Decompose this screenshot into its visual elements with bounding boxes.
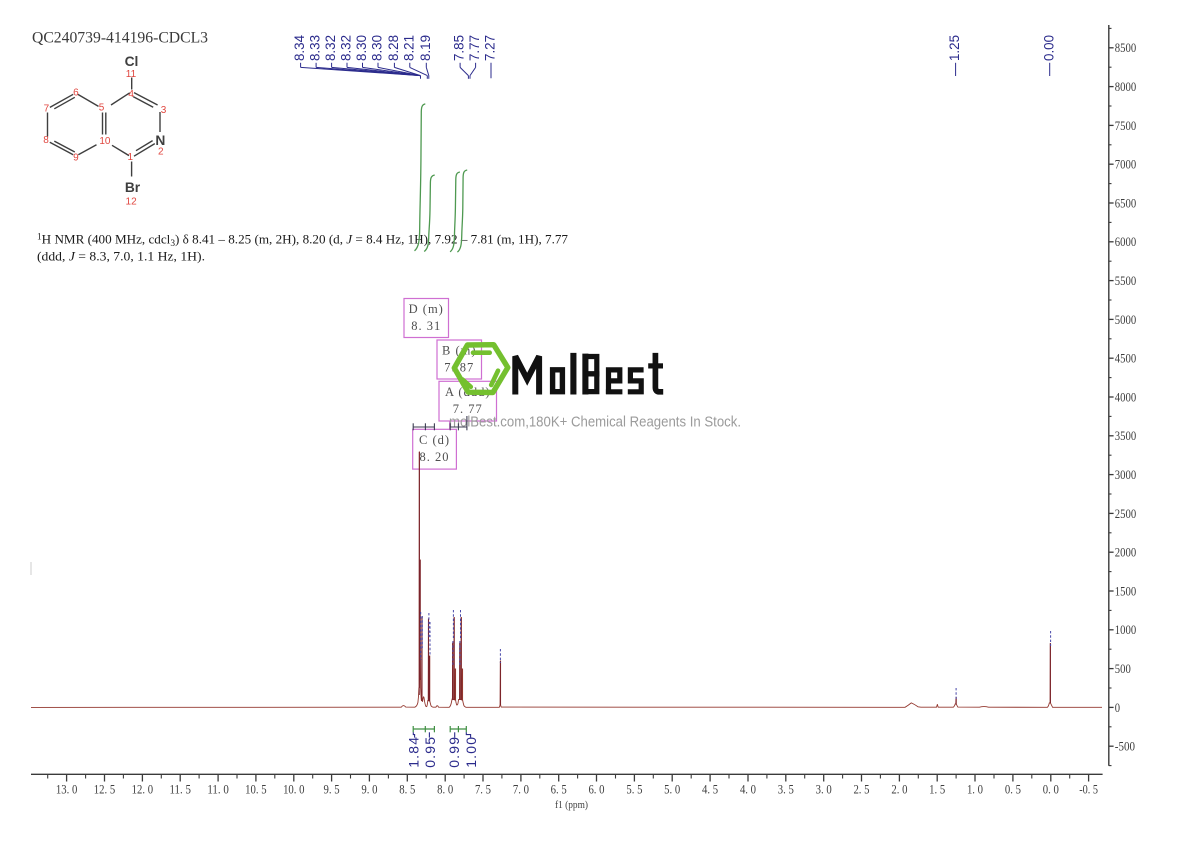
svg-text:10: 10 bbox=[99, 136, 111, 147]
svg-text:2000: 2000 bbox=[1115, 546, 1136, 560]
svg-text:7. 77: 7. 77 bbox=[453, 402, 483, 416]
svg-text:8. 0: 8. 0 bbox=[437, 783, 453, 797]
svg-text:6: 6 bbox=[73, 87, 79, 98]
svg-text:12. 5: 12. 5 bbox=[94, 783, 115, 797]
svg-text:8.19: 8.19 bbox=[418, 35, 433, 61]
svg-text:4. 5: 4. 5 bbox=[702, 783, 718, 797]
svg-text:8. 31: 8. 31 bbox=[411, 319, 441, 333]
svg-text:7.27: 7.27 bbox=[483, 35, 498, 61]
svg-text:7. 5: 7. 5 bbox=[475, 783, 491, 797]
svg-text:1500: 1500 bbox=[1115, 584, 1136, 598]
svg-text:8.32: 8.32 bbox=[323, 35, 338, 61]
svg-text:3000: 3000 bbox=[1115, 468, 1136, 482]
svg-text:7500: 7500 bbox=[1115, 119, 1136, 133]
svg-text:Br: Br bbox=[125, 180, 141, 195]
svg-text:2500: 2500 bbox=[1115, 507, 1136, 521]
svg-text:11. 0: 11. 0 bbox=[207, 783, 228, 797]
svg-text:D (m): D (m) bbox=[409, 302, 444, 316]
svg-text:0.95: 0.95 bbox=[422, 736, 438, 768]
svg-text:8.32: 8.32 bbox=[339, 35, 354, 61]
svg-text:13. 0: 13. 0 bbox=[56, 783, 77, 797]
svg-text:-500: -500 bbox=[1115, 740, 1135, 754]
svg-text:0.00: 0.00 bbox=[1041, 35, 1056, 61]
svg-text:0: 0 bbox=[1115, 701, 1120, 715]
svg-text:8. 20: 8. 20 bbox=[420, 450, 450, 464]
svg-text:500: 500 bbox=[1115, 662, 1131, 676]
svg-text:5000: 5000 bbox=[1115, 313, 1136, 327]
svg-text:11: 11 bbox=[126, 69, 137, 80]
svg-text:8.30: 8.30 bbox=[370, 35, 385, 61]
svg-text:1.00: 1.00 bbox=[463, 736, 479, 768]
svg-text:9: 9 bbox=[73, 152, 79, 163]
svg-text:molBest.com,180K+ Chemical Rea: molBest.com,180K+ Chemical Reagents In S… bbox=[449, 415, 741, 431]
svg-text:5: 5 bbox=[99, 103, 105, 114]
svg-text:6000: 6000 bbox=[1115, 235, 1136, 249]
svg-text:(ddd, J = 8.3, 7.0, 1.1 Hz, 1H: (ddd, J = 8.3, 7.0, 1.1 Hz, 1H). bbox=[37, 250, 205, 264]
svg-text:Cl: Cl bbox=[125, 54, 139, 69]
svg-text:0. 0: 0. 0 bbox=[1043, 783, 1059, 797]
svg-text:11. 5: 11. 5 bbox=[169, 783, 190, 797]
svg-text:2: 2 bbox=[158, 146, 164, 157]
svg-text:0.99: 0.99 bbox=[446, 736, 462, 768]
svg-text:1.25: 1.25 bbox=[947, 35, 962, 61]
svg-text:1000: 1000 bbox=[1115, 623, 1136, 637]
svg-text:4000: 4000 bbox=[1115, 390, 1136, 404]
svg-text:5. 0: 5. 0 bbox=[664, 783, 680, 797]
svg-text:8.28: 8.28 bbox=[386, 35, 401, 61]
svg-text:6. 0: 6. 0 bbox=[588, 783, 604, 797]
svg-text:4500: 4500 bbox=[1115, 352, 1136, 366]
svg-text:7. 0: 7. 0 bbox=[513, 783, 529, 797]
svg-text:1: 1 bbox=[128, 152, 134, 163]
svg-text:2. 0: 2. 0 bbox=[891, 783, 907, 797]
svg-text:2. 5: 2. 5 bbox=[853, 783, 869, 797]
svg-text:1. 0: 1. 0 bbox=[967, 783, 983, 797]
svg-text:8.34: 8.34 bbox=[292, 34, 307, 61]
svg-text:5. 5: 5. 5 bbox=[626, 783, 642, 797]
svg-text:3. 0: 3. 0 bbox=[816, 783, 832, 797]
svg-text:-0. 5: -0. 5 bbox=[1079, 783, 1098, 797]
svg-text:QC240739-414196-CDCL3: QC240739-414196-CDCL3 bbox=[32, 30, 208, 47]
svg-text:C (d): C (d) bbox=[419, 433, 450, 447]
svg-text:10. 5: 10. 5 bbox=[245, 783, 266, 797]
svg-text:8.21: 8.21 bbox=[401, 35, 416, 61]
svg-text:1.84: 1.84 bbox=[405, 736, 421, 768]
svg-text:3500: 3500 bbox=[1115, 429, 1136, 443]
svg-text:3: 3 bbox=[161, 105, 167, 116]
svg-text:7: 7 bbox=[44, 104, 50, 115]
svg-text:12. 0: 12. 0 bbox=[132, 783, 153, 797]
svg-text:4: 4 bbox=[128, 89, 134, 100]
svg-text:8. 5: 8. 5 bbox=[399, 783, 415, 797]
svg-text:8000: 8000 bbox=[1115, 80, 1136, 94]
svg-text:9. 0: 9. 0 bbox=[361, 783, 377, 797]
svg-text:7000: 7000 bbox=[1115, 158, 1136, 172]
svg-text:N: N bbox=[155, 133, 165, 148]
svg-text:6. 5: 6. 5 bbox=[551, 783, 567, 797]
svg-text:9. 5: 9. 5 bbox=[324, 783, 340, 797]
svg-text:8500: 8500 bbox=[1115, 41, 1136, 55]
svg-text:5500: 5500 bbox=[1115, 274, 1136, 288]
svg-text:6500: 6500 bbox=[1115, 196, 1136, 210]
svg-text:7.85: 7.85 bbox=[452, 35, 467, 61]
svg-text:12: 12 bbox=[126, 196, 138, 207]
svg-text:1. 5: 1. 5 bbox=[929, 783, 945, 797]
svg-text:8.30: 8.30 bbox=[354, 35, 369, 61]
svg-text:8.33: 8.33 bbox=[308, 35, 323, 61]
svg-text:8: 8 bbox=[43, 135, 49, 146]
svg-text:f1 (ppm): f1 (ppm) bbox=[555, 799, 588, 811]
svg-text:0. 5: 0. 5 bbox=[1005, 783, 1021, 797]
svg-text:7.77: 7.77 bbox=[467, 35, 482, 61]
svg-text:10. 0: 10. 0 bbox=[283, 783, 304, 797]
svg-text:4. 0: 4. 0 bbox=[740, 783, 756, 797]
svg-text:7. 87: 7. 87 bbox=[444, 361, 474, 375]
svg-text:3. 5: 3. 5 bbox=[778, 783, 794, 797]
